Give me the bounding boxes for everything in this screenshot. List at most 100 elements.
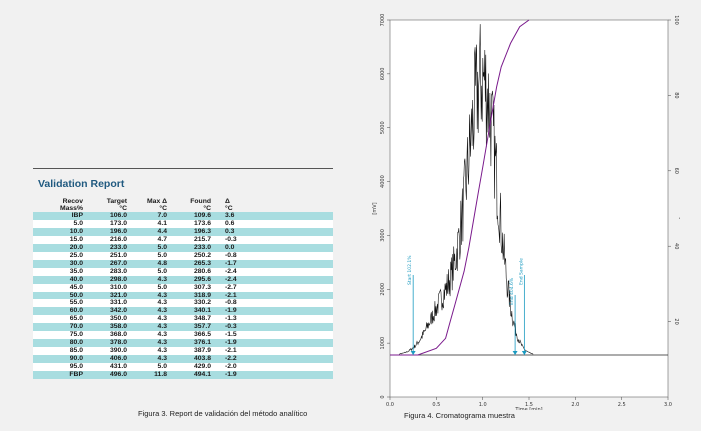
table-cell: -2.1 <box>215 347 333 356</box>
table-row: 15.0 216.0 4.7 215.7 -0.3 <box>33 235 333 244</box>
table-cell: -0.8 <box>215 251 333 260</box>
table-cell: 403.8 <box>171 355 215 364</box>
table-cell: 50.0 <box>33 291 87 300</box>
x-tick-label: 3.0 <box>664 402 672 408</box>
table-cell: 496.0 <box>87 371 131 380</box>
table-cell: 283.0 <box>87 267 131 276</box>
table-cell: 494.1 <box>171 371 215 380</box>
table-row: 75.0 368.0 4.3 366.5 -1.5 <box>33 331 333 340</box>
table-cell: 75.0 <box>33 331 87 340</box>
table-cell: 331.0 <box>87 299 131 308</box>
table-cell: 45.0 <box>33 283 87 292</box>
table-cell: -2.0 <box>215 363 333 372</box>
table-cell: 90.0 <box>33 355 87 364</box>
table-cell: IBP <box>33 212 87 220</box>
marker-label: End Sample <box>518 258 524 285</box>
table-cell: 4.3 <box>131 331 171 340</box>
header-delta: Δ °C <box>225 198 233 212</box>
table-cell: -0.8 <box>215 299 333 308</box>
x-axis-label: Time [min] <box>514 407 542 410</box>
table-cell: 10.0 <box>33 227 87 236</box>
chromatogram-chart: 0.0 0.5 1.0 1.5 2.0 2.5 3.0 Time [min] 0 1000 2000… <box>372 14 680 410</box>
table-cell: 216.0 <box>87 235 131 244</box>
marker-arrow-icon <box>512 351 518 355</box>
y-tick-label: 5000 <box>380 121 386 134</box>
x-tick-label: 2.0 <box>571 402 579 408</box>
table-row: 60.0 342.0 4.3 340.1 -1.9 <box>33 307 333 316</box>
figure3-caption: Figura 3. Report de validación del métod… <box>138 409 308 418</box>
table-cell: 387.9 <box>171 347 215 356</box>
y-tick-label: 1000 <box>380 337 386 350</box>
report-divider <box>33 168 333 169</box>
header-target: Target °C <box>106 198 127 212</box>
y2-axis-label: Recovery <box>678 197 680 220</box>
y2-tick-label: 80 <box>673 92 679 98</box>
y-tick-label: 0 <box>380 395 386 398</box>
table-cell: 307.3 <box>171 283 215 292</box>
table-cell: 80.0 <box>33 339 87 348</box>
table-cell: 233.0 <box>87 243 131 252</box>
table-cell: 340.1 <box>171 307 215 316</box>
table-cell: 35.0 <box>33 267 87 276</box>
table-cell: -2.1 <box>215 291 333 300</box>
x-tick-label: 1.0 <box>479 402 487 408</box>
table-row: 95.0 431.0 5.0 429.0 -2.0 <box>33 363 333 372</box>
table-row: 70.0 358.0 4.3 357.7 -0.3 <box>33 323 333 332</box>
table-cell: -1.9 <box>215 307 333 316</box>
table-cell: 251.0 <box>87 251 131 260</box>
table-cell: 5.0 <box>131 267 171 276</box>
table-body: IBP 106.0 7.0 109.6 3.6 5.0 173.0 4.1 173.6 0.6 10… <box>33 212 333 380</box>
table-cell: 321.0 <box>87 291 131 300</box>
table-cell: 358.0 <box>87 323 131 332</box>
table-cell: -1.9 <box>215 371 333 380</box>
table-cell: -2.4 <box>215 267 333 276</box>
table-cell: -2.7 <box>215 283 333 292</box>
table-cell: 30.0 <box>33 259 87 268</box>
table-row: 85.0 390.0 4.3 387.9 -2.1 <box>33 347 333 356</box>
table-cell: 4.3 <box>131 355 171 364</box>
table-row: 65.0 350.0 4.3 348.7 -1.3 <box>33 315 333 324</box>
table-header-row: Recov Mass% Target °C Max Δ °C Found °C Δ °C <box>33 198 333 212</box>
table-cell: -0.3 <box>215 235 333 244</box>
table-row: 45.0 310.0 5.0 307.3 -2.7 <box>33 283 333 292</box>
table-cell: -2.4 <box>215 275 333 284</box>
table-cell: 318.9 <box>171 291 215 300</box>
table-cell: 233.0 <box>171 243 215 252</box>
y-tick-label: 7000 <box>380 14 386 27</box>
table-cell: 85.0 <box>33 347 87 356</box>
table-cell: -1.3 <box>215 315 333 324</box>
table-cell: -0.3 <box>215 323 333 332</box>
marker-label: Start 102.1% <box>407 255 413 285</box>
table-cell: 4.3 <box>131 315 171 324</box>
table-cell: 0.3 <box>215 227 333 236</box>
table-cell: 4.3 <box>131 339 171 348</box>
table-cell: 4.3 <box>131 323 171 332</box>
table-row: 20.0 233.0 5.0 233.0 0.0 <box>33 243 333 252</box>
table-cell: 25.0 <box>33 251 87 260</box>
y-tick-label: 4000 <box>380 175 386 188</box>
table-cell: 267.0 <box>87 259 131 268</box>
table-cell: 4.3 <box>131 307 171 316</box>
table-cell: 298.0 <box>87 275 131 284</box>
table-cell: 196.0 <box>87 227 131 236</box>
table-cell: 106.0 <box>87 212 131 220</box>
table-cell: 95.0 <box>33 363 87 372</box>
table-cell: 196.3 <box>171 227 215 236</box>
table-cell: 70.0 <box>33 323 87 332</box>
x-tick-label: 0.5 <box>432 402 440 408</box>
table-cell: 109.6 <box>171 212 215 220</box>
table-cell: 215.7 <box>171 235 215 244</box>
x-tick-label: 2.5 <box>618 402 626 408</box>
y2-tick-label: 100 <box>673 15 679 25</box>
table-cell: 429.0 <box>171 363 215 372</box>
table-cell: 406.0 <box>87 355 131 364</box>
table-row: 30.0 267.0 4.8 265.3 -1.7 <box>33 259 333 268</box>
table-cell: 357.7 <box>171 323 215 332</box>
table-cell: 4.3 <box>131 275 171 284</box>
table-cell: 310.0 <box>87 283 131 292</box>
table-cell: 3.6 <box>215 212 333 220</box>
table-cell: 7.0 <box>131 212 171 220</box>
table-cell: 40.0 <box>33 275 87 284</box>
table-row: 90.0 406.0 4.3 403.8 -2.2 <box>33 355 333 364</box>
figure4-caption: Figura 4. Cromatograma muestra <box>404 411 515 420</box>
